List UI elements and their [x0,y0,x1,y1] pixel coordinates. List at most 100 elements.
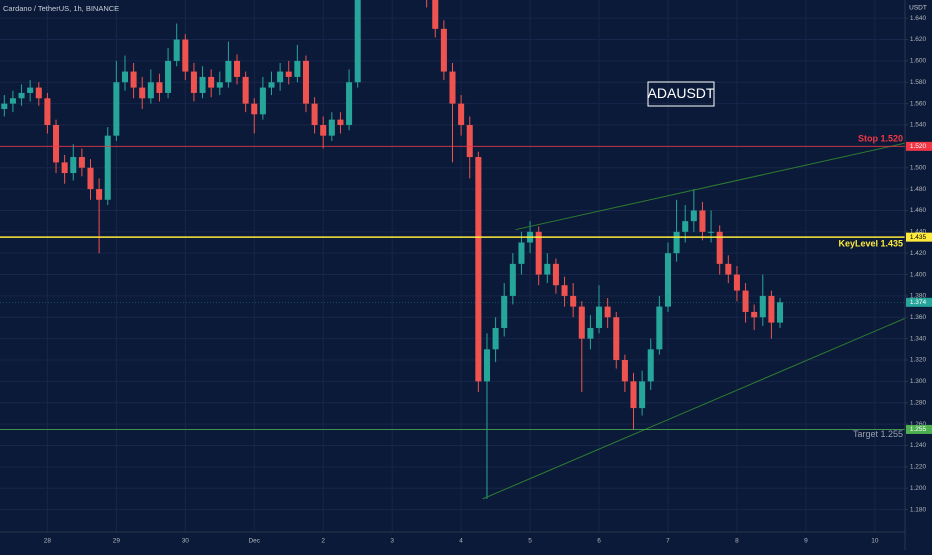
candle-body [199,76,206,93]
y-tick-label: 1.460 [910,207,927,214]
candle-body [552,263,559,286]
x-tick-label: 2 [321,538,325,545]
candle-body [87,167,94,190]
candle-body [630,381,637,409]
candle-body [570,295,577,307]
x-tick-label: 5 [528,538,532,545]
y-tick-label: 1.400 [910,271,927,278]
x-tick-label: 28 [44,538,52,545]
last-price-label: 1.374 [910,299,927,306]
candle-body [777,302,784,323]
level-label: Stop 1.520 [858,134,903,144]
candle-body [130,71,137,88]
price-tag [906,232,932,242]
candle-body [277,71,284,83]
candle-body [35,87,42,99]
candle-body [294,60,301,77]
candle-body [604,306,611,318]
candle-body [466,124,473,158]
candle-body [121,71,128,83]
candle-body [509,263,516,296]
candle-body [259,87,266,115]
candle-body [699,210,706,232]
candle-body [458,103,465,125]
grid [0,0,905,532]
candle-body [302,60,309,104]
y-tick-label: 1.300 [910,378,927,385]
candle-body [759,295,766,318]
x-tick-label: 29 [113,538,121,545]
y-tick-label: 1.180 [910,506,927,513]
price-tag-label: 1.435 [910,234,927,241]
y-tick-label: 1.260 [910,421,927,428]
y-tick-label: 1.220 [910,464,927,471]
y-tick-label: 1.480 [910,186,927,193]
x-tick-label: 10 [871,538,879,545]
candle-body [587,327,594,339]
candle-body [18,92,25,99]
y-tick-label: 1.280 [910,399,927,406]
candle-body [27,87,34,93]
chart-title: Cardano / TetherUS, 1h, BINANCE [3,4,119,13]
candle-body [673,231,680,254]
candle-body [156,82,163,93]
candle-body [733,274,740,291]
y-tick-label: 1.340 [910,335,927,342]
candle-body [578,306,585,339]
candle-body [190,71,197,93]
candle-body [268,82,275,88]
y-tick-label: 1.600 [910,58,927,65]
candle-body [544,263,551,275]
candle-body [225,60,232,83]
candle-body [234,60,241,77]
candle-body [139,87,146,99]
candle-body [346,82,353,125]
candle-body [742,290,749,312]
y-tick-label: 1.440 [910,229,927,236]
candle-body [9,98,16,104]
candle-body [768,295,775,323]
y-tick-label: 1.360 [910,314,927,321]
y-tick-label: 1.380 [910,293,927,300]
candle-body [613,317,620,361]
candle-body [716,231,723,264]
candle-body [725,263,732,275]
candle-body [518,242,525,264]
candle-body [664,253,671,307]
y-tick-label: 1.580 [910,79,927,86]
axes: 1.180 1.200 1.220 1.240 1.260 1.280 1.300 1.320… [44,15,932,545]
candle-body [492,327,499,350]
x-tick-label: 30 [182,538,190,545]
candle-body [328,119,335,136]
candle-body [682,221,689,232]
price-tag [906,424,932,434]
last-price-tag [906,297,932,307]
candle-body [337,119,344,125]
candle-body [96,189,103,200]
candle-body [432,0,439,29]
candle-body [354,0,361,83]
y-tick-label: 1.640 [910,15,927,22]
y-tick-label: 1.500 [910,164,927,171]
y-tick-label: 1.560 [910,100,927,107]
candle-body [1,103,8,109]
y-tick-label: 1.240 [910,442,927,449]
trendline [515,142,905,231]
candle-body [656,306,663,350]
candle-body [475,157,482,382]
candle-body [70,157,77,174]
symbol-box: ADAUSDT [648,85,715,101]
candle-body [182,39,189,72]
candle-body [147,82,154,99]
candle-body [708,231,715,233]
y-tick-label: 1.420 [910,250,927,257]
candle-body [561,285,568,296]
x-tick-label: 7 [666,538,670,545]
y-tick-label: 1.200 [910,485,927,492]
candle-body [53,124,60,163]
candle-body [104,135,111,200]
x-tick-label: 8 [735,538,739,545]
y-tick-label: 1.540 [910,122,927,129]
candle-body [61,162,68,174]
candle-body [440,28,447,72]
